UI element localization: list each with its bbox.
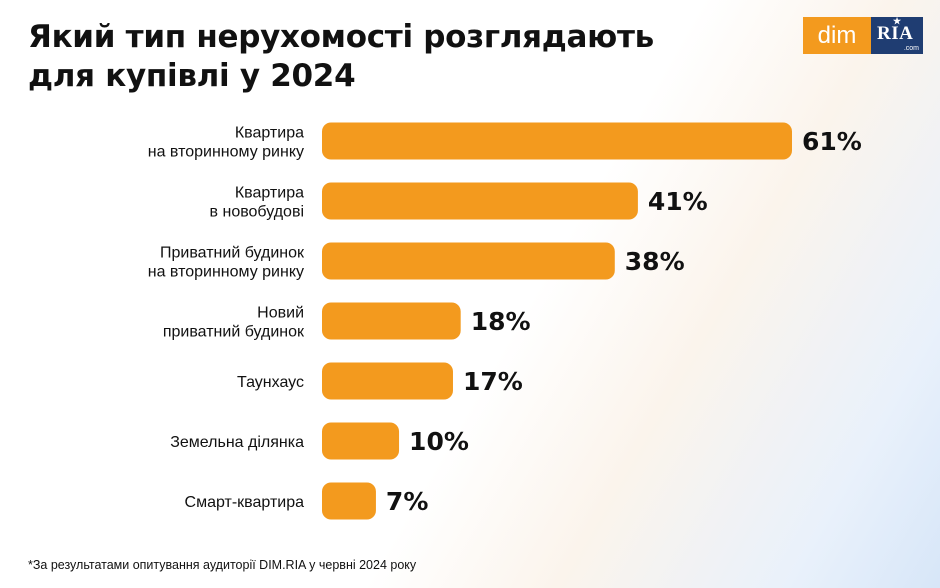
category-label-3-line-2: на вторинному ринку xyxy=(148,264,304,281)
chart-title-line-1: Який тип нерухомості розглядають xyxy=(28,19,654,55)
category-label-7: Смарт-квартира xyxy=(185,494,305,511)
bar-value-label-6: 10% xyxy=(409,427,469,456)
category-label-6: Земельна ділянка xyxy=(170,434,304,451)
chart-title: Який тип нерухомості розглядають для куп… xyxy=(28,18,654,96)
category-label-6-line-1: Земельна ділянка xyxy=(170,434,304,451)
bar-1 xyxy=(322,122,792,160)
dim-ria-logo[interactable]: dim ★ RIA .com xyxy=(803,16,923,54)
category-label-4-line-1: Новий xyxy=(257,305,304,322)
category-label-1: Квартира на вторинному ринку xyxy=(148,125,304,161)
category-label-4-line-2: приватний будинок xyxy=(163,324,305,341)
dim-logo-part: dim xyxy=(803,17,871,54)
footnote: *За результатами опитування аудиторії DI… xyxy=(28,558,417,572)
category-label-2: Квартира в новобудові xyxy=(210,185,305,221)
category-label-1-line-1: Квартира xyxy=(235,125,304,142)
bar-4 xyxy=(322,302,461,340)
ria-logo-domain: .com xyxy=(903,45,919,52)
bar-7 xyxy=(322,482,376,520)
category-label-4: Новий приватний будинок xyxy=(163,305,305,341)
category-label-1-line-2: на вторинному ринку xyxy=(148,144,304,161)
chart-title-line-2: для купівлі у 2024 xyxy=(28,58,356,94)
star-icon: ★ xyxy=(893,16,902,26)
category-label-3: Приватний будинок на вторинному ринку xyxy=(148,245,305,281)
bar-3 xyxy=(322,242,615,280)
category-label-2-line-2: в новобудові xyxy=(210,204,304,221)
bar-value-label-7: 7% xyxy=(386,487,428,516)
category-label-7-line-1: Смарт-квартира xyxy=(185,494,305,511)
bar-value-label-5: 17% xyxy=(463,367,523,396)
category-label-5: Таунхаус xyxy=(237,374,304,391)
bar-5 xyxy=(322,362,453,400)
ria-logo-part: ★ RIA .com xyxy=(871,16,923,54)
bar-value-label-1: 61% xyxy=(802,127,862,156)
ria-logo-text: RIA xyxy=(877,23,914,44)
category-label-2-line-1: Квартира xyxy=(235,185,304,202)
bar-value-label-2: 41% xyxy=(648,187,708,216)
category-label-3-line-1: Приватний будинок xyxy=(160,245,305,262)
bar-value-label-3: 38% xyxy=(625,247,685,276)
category-label-5-line-1: Таунхаус xyxy=(237,374,304,391)
bar-6 xyxy=(322,422,400,460)
bar-2 xyxy=(322,182,638,220)
bar-value-label-4: 18% xyxy=(471,307,531,336)
